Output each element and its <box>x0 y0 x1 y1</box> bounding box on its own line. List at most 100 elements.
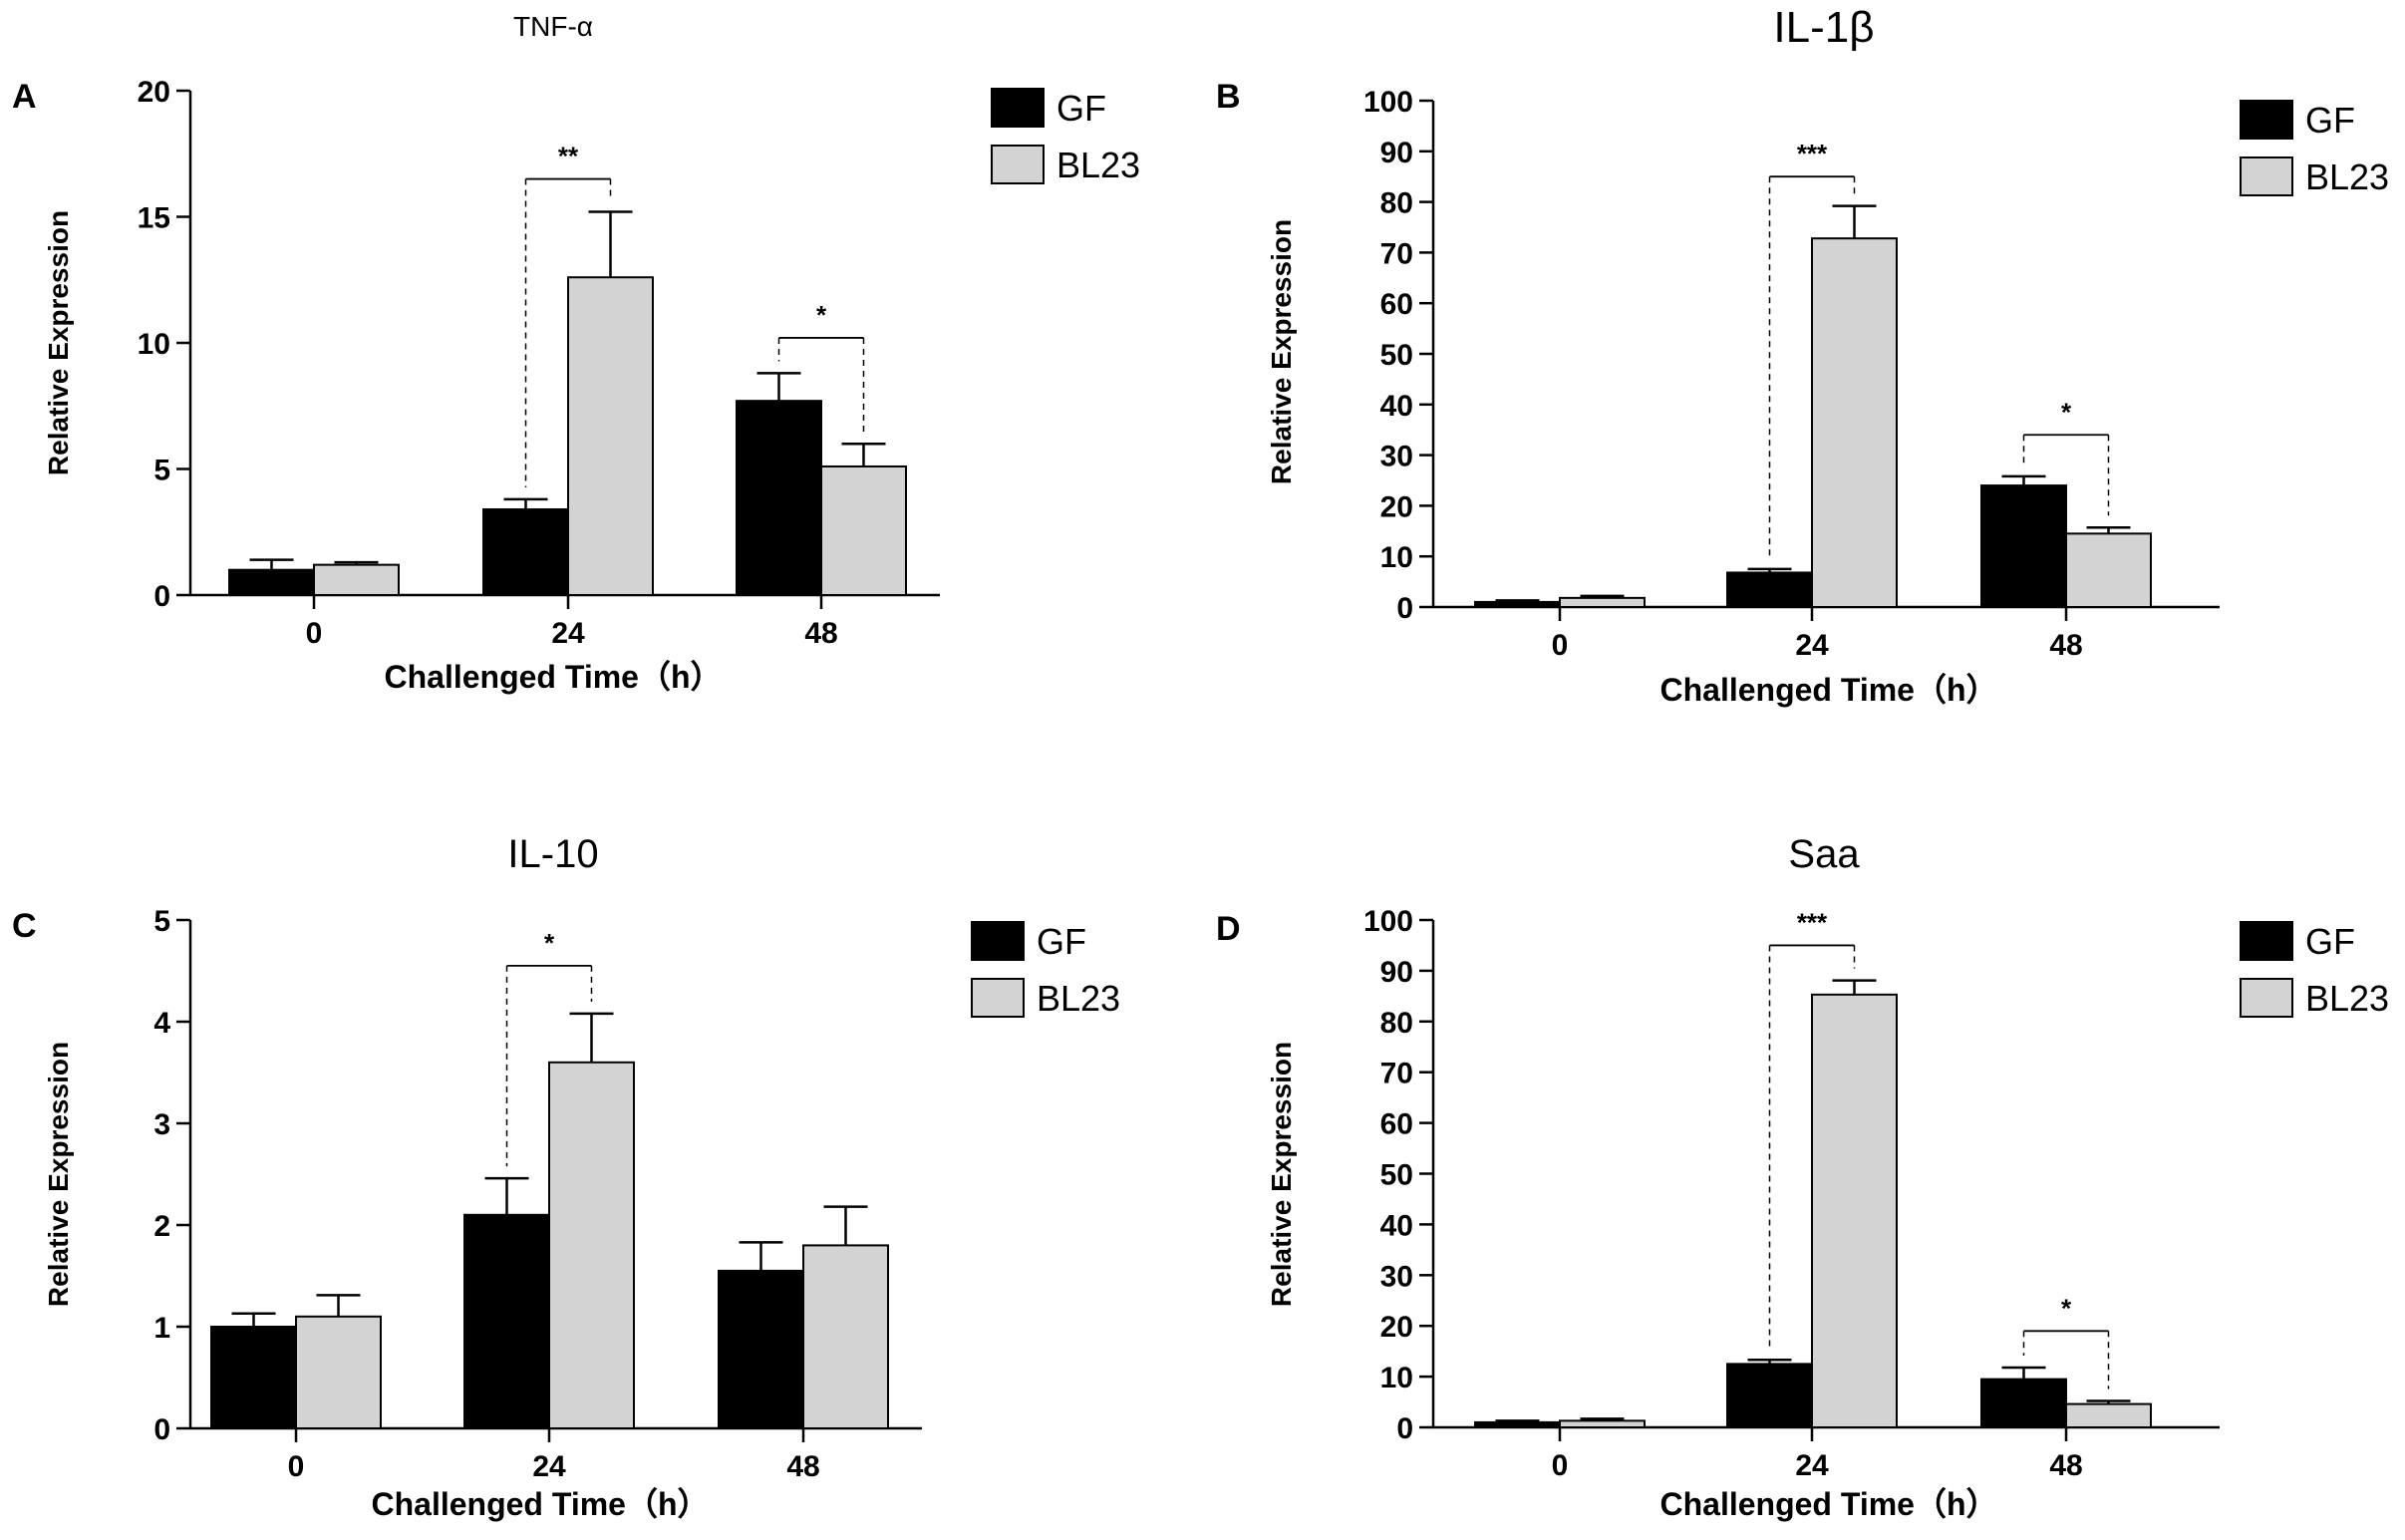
sig-label: * <box>2061 397 2072 427</box>
bar-bl23 <box>2065 1402 2152 1429</box>
y-axis-label: Relative Expression <box>43 210 74 475</box>
legend-swatch-bl23 <box>2240 978 2293 1018</box>
legend-swatch-bl23 <box>971 978 1025 1018</box>
panel-letter: C <box>12 907 37 945</box>
legend-label: GF <box>1056 88 1106 129</box>
y-tick-label: 0 <box>1396 592 1413 625</box>
y-tick-label: 20 <box>138 76 170 109</box>
x-axis-label: Challenged Time（h） <box>1659 672 1997 708</box>
bar-gf <box>718 1269 804 1430</box>
bar-gf <box>463 1213 550 1430</box>
sig-label: ** <box>558 142 579 171</box>
x-axis-label: Challenged Time（h） <box>1659 1486 1997 1522</box>
bar-bl23 <box>802 1244 889 1430</box>
x-tick-label: 0 <box>306 617 323 650</box>
bar-gf <box>1980 1378 2067 1429</box>
legend-swatch-gf <box>991 88 1045 128</box>
panel-C: C IL-10 0 1 2 3 4 5 0 24 48 * Challenged Time（h） Rela… <box>12 832 1120 1522</box>
y-tick-label: 10 <box>1380 1362 1413 1394</box>
y-tick-label: 5 <box>153 905 170 938</box>
y-tick-label: 50 <box>1380 1159 1413 1192</box>
legend-swatch-gf <box>2240 921 2293 961</box>
bar-bl23 <box>1559 1419 1646 1429</box>
y-tick-label: 4 <box>153 1007 170 1040</box>
legend: GF BL23 <box>991 88 1140 185</box>
panel-letter: D <box>1216 910 1241 948</box>
x-tick-label: 24 <box>1795 1449 1829 1482</box>
legend-label: GF <box>2305 100 2355 141</box>
sig-label: * <box>816 300 827 330</box>
y-tick-label: 0 <box>153 1413 170 1446</box>
y-tick-label: 70 <box>1380 237 1413 270</box>
y-axis-label: Relative Expression <box>43 1042 74 1307</box>
panel-letter: A <box>12 78 37 116</box>
legend-label: BL23 <box>1037 978 1120 1019</box>
legend: GF BL23 <box>2240 100 2389 197</box>
x-tick-label: 0 <box>288 1450 305 1483</box>
y-tick-label: 40 <box>1380 1209 1413 1242</box>
panel-letter: B <box>1216 78 1241 116</box>
y-tick-label: 1 <box>153 1312 170 1345</box>
x-tick-label: 24 <box>1795 629 1829 662</box>
bar-bl23 <box>2065 532 2152 609</box>
bar-bl23 <box>1559 596 1646 609</box>
legend-swatch-bl23 <box>2240 156 2293 196</box>
x-tick-label: 24 <box>532 1450 566 1483</box>
bar-gf <box>1474 1420 1561 1429</box>
sig-label: * <box>2061 1293 2072 1323</box>
x-tick-label: 48 <box>786 1450 819 1483</box>
y-tick-label: 50 <box>1380 339 1413 372</box>
y-tick-label: 0 <box>1396 1412 1413 1445</box>
y-tick-label: 90 <box>1380 956 1413 989</box>
bar-bl23 <box>548 1061 635 1430</box>
legend-swatch-bl23 <box>991 145 1045 184</box>
bar-gf <box>228 568 315 597</box>
bar-gf <box>1980 484 2067 608</box>
bar-bl23 <box>313 563 400 597</box>
y-tick-label: 30 <box>1380 1260 1413 1293</box>
y-tick-label: 30 <box>1380 441 1413 473</box>
legend-label: GF <box>2305 921 2355 962</box>
y-tick-label: 40 <box>1380 390 1413 423</box>
sig-label: *** <box>1797 907 1828 937</box>
legend: GF BL23 <box>2240 921 2389 1019</box>
y-tick-label: 20 <box>1380 490 1413 523</box>
legend-label: GF <box>1037 921 1086 962</box>
x-tick-label: 0 <box>1552 629 1569 662</box>
y-tick-label: 60 <box>1380 1108 1413 1141</box>
x-tick-label: 48 <box>2049 629 2082 662</box>
legend-label: BL23 <box>2305 978 2389 1019</box>
y-tick-label: 80 <box>1380 1007 1413 1040</box>
chart-title: TNF-α <box>513 11 593 42</box>
x-tick-label: 0 <box>1552 1449 1569 1482</box>
legend-label: BL23 <box>1056 145 1140 185</box>
y-tick-label: 3 <box>153 1108 170 1141</box>
x-axis-label: Challenged Time（h） <box>371 1486 709 1522</box>
bar-gf <box>482 507 569 597</box>
bar-bl23 <box>820 464 907 596</box>
y-tick-label: 2 <box>153 1210 170 1243</box>
legend-swatch-gf <box>971 921 1025 961</box>
sig-label: * <box>544 928 555 958</box>
legend-label: BL23 <box>2305 156 2389 197</box>
y-tick-label: 70 <box>1380 1058 1413 1090</box>
bar-gf <box>736 400 822 596</box>
bar-gf <box>210 1326 297 1429</box>
y-tick-label: 20 <box>1380 1311 1413 1344</box>
y-tick-label: 80 <box>1380 187 1413 220</box>
sig-label: *** <box>1797 139 1828 168</box>
y-axis-label: Relative Expression <box>1266 1042 1297 1307</box>
chart-title: Saa <box>1788 832 1860 876</box>
y-tick-label: 15 <box>138 202 170 235</box>
y-tick-label: 0 <box>153 580 170 613</box>
x-tick-label: 48 <box>2049 1449 2082 1482</box>
bar-bl23 <box>295 1315 382 1430</box>
legend: GF BL23 <box>971 921 1120 1019</box>
x-tick-label: 24 <box>551 617 585 650</box>
y-tick-label: 100 <box>1363 905 1413 938</box>
legend-swatch-gf <box>2240 100 2293 140</box>
